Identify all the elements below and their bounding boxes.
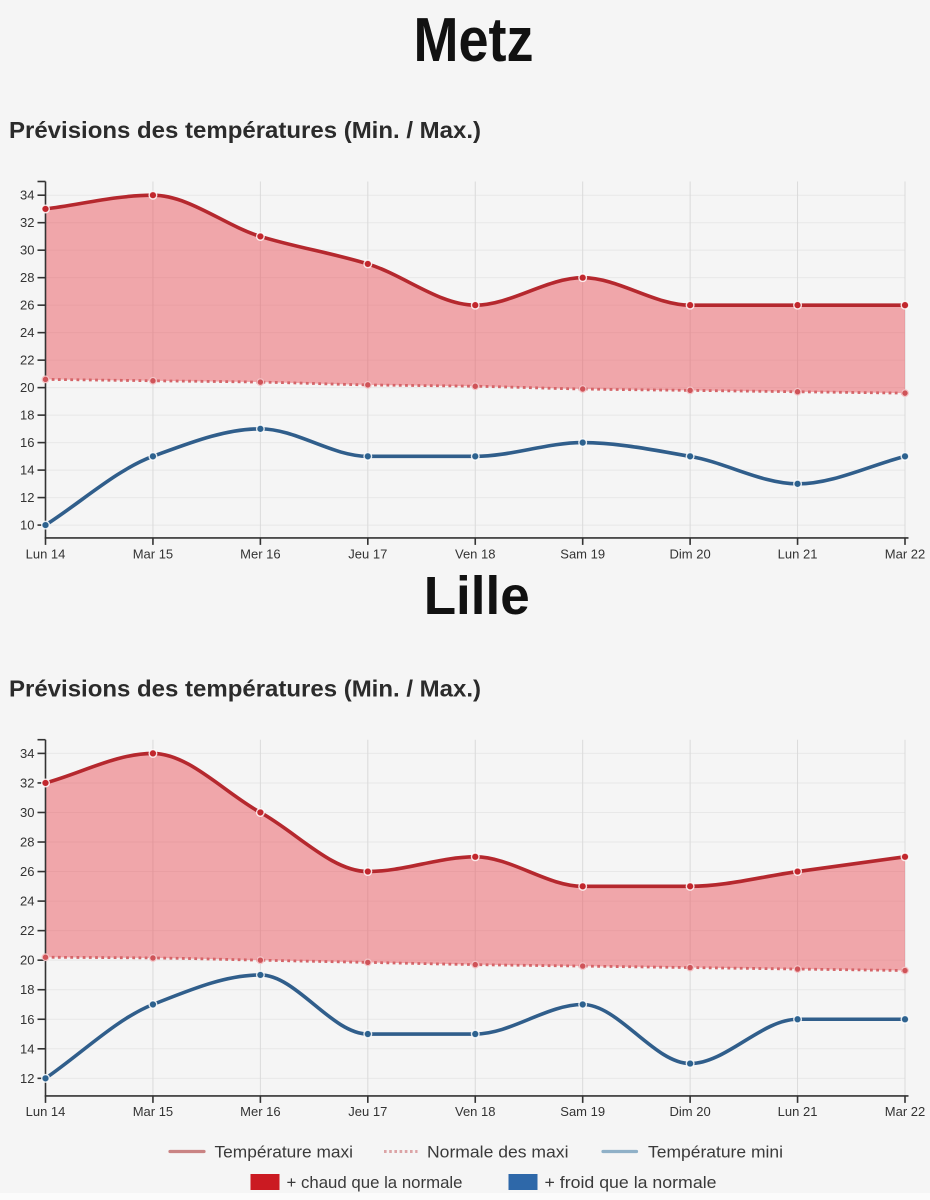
svg-text:22: 22 [20, 353, 34, 368]
svg-text:Mar 22: Mar 22 [885, 547, 925, 562]
svg-text:24: 24 [20, 894, 34, 909]
svg-text:+ froid que la normale: + froid que la normale [545, 1174, 717, 1192]
svg-text:Mer 16: Mer 16 [240, 1104, 280, 1119]
svg-text:18: 18 [20, 982, 34, 997]
svg-text:Sam 19: Sam 19 [560, 547, 605, 562]
svg-text:34: 34 [20, 746, 34, 761]
svg-text:30: 30 [20, 805, 34, 820]
svg-text:Metz: Metz [414, 6, 534, 75]
svg-text:22: 22 [20, 923, 34, 938]
svg-text:Prévisions des températures (M: Prévisions des températures (Min. / Max.… [9, 675, 481, 701]
svg-text:Lun 14: Lun 14 [26, 1104, 66, 1119]
svg-text:20: 20 [20, 380, 34, 395]
svg-text:12: 12 [20, 490, 34, 505]
svg-text:Sam 19: Sam 19 [560, 1104, 605, 1119]
svg-text:Mar 22: Mar 22 [885, 1104, 925, 1119]
svg-text:20: 20 [20, 953, 34, 968]
svg-text:18: 18 [20, 408, 34, 423]
svg-text:Ven 18: Ven 18 [455, 547, 496, 562]
svg-text:Ven 18: Ven 18 [455, 1104, 496, 1119]
svg-text:28: 28 [20, 835, 34, 850]
svg-text:32: 32 [20, 775, 34, 790]
svg-text:Lun 14: Lun 14 [26, 547, 66, 562]
svg-text:26: 26 [20, 298, 34, 313]
svg-text:32: 32 [20, 215, 34, 230]
svg-text:34: 34 [20, 188, 34, 203]
svg-text:Température mini: Température mini [648, 1144, 783, 1162]
svg-text:14: 14 [20, 463, 34, 478]
svg-text:16: 16 [20, 435, 34, 450]
svg-text:Lille: Lille [424, 567, 530, 626]
svg-text:Prévisions des températures (M: Prévisions des températures (Min. / Max.… [9, 117, 481, 143]
svg-text:Jeu 17: Jeu 17 [348, 547, 387, 562]
svg-text:Mar 15: Mar 15 [133, 547, 173, 562]
svg-text:10: 10 [20, 518, 34, 533]
svg-text:14: 14 [20, 1041, 34, 1056]
svg-text:30: 30 [20, 243, 34, 258]
svg-text:28: 28 [20, 270, 34, 285]
svg-text:Jeu 17: Jeu 17 [348, 1104, 387, 1119]
svg-text:Mer 16: Mer 16 [240, 547, 280, 562]
svg-text:Dim 20: Dim 20 [670, 547, 711, 562]
svg-text:16: 16 [20, 1012, 34, 1027]
svg-text:Mar 15: Mar 15 [133, 1104, 173, 1119]
svg-text:+ chaud que la normale: + chaud que la normale [287, 1174, 463, 1192]
svg-text:Lun 21: Lun 21 [778, 1104, 818, 1119]
svg-text:Lun 21: Lun 21 [778, 547, 818, 562]
svg-text:Température maxi: Température maxi [215, 1144, 354, 1162]
svg-text:26: 26 [20, 864, 34, 879]
svg-text:Dim 20: Dim 20 [670, 1104, 711, 1119]
svg-text:12: 12 [20, 1071, 34, 1086]
svg-text:Normale des maxi: Normale des maxi [427, 1144, 569, 1162]
svg-text:24: 24 [20, 325, 34, 340]
